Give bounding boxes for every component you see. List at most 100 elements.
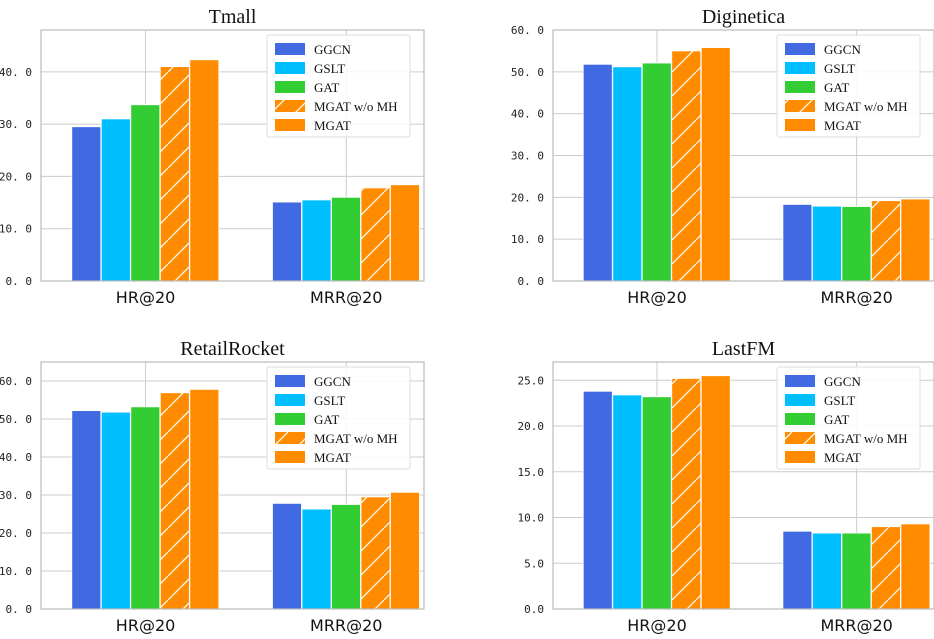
legend-label: MGAT: [314, 450, 351, 465]
y-tick-label: 60. 0: [0, 375, 32, 388]
bar-gat: [130, 104, 161, 282]
chart-title: LastFM: [712, 338, 776, 360]
y-tick-label: 10. 0: [511, 233, 544, 246]
bar-gat: [130, 406, 161, 610]
bar-ggcn: [272, 201, 302, 282]
legend-swatch: [275, 119, 305, 131]
bar-gslt: [301, 199, 332, 282]
legend-label: MGAT: [824, 118, 861, 133]
chart-panel-lastfm: LastFM 0.0 5.0 10.0 15.0 20.0 25.0 HR@20 MRR@20 G…: [518, 338, 934, 635]
y-tick-label: 60. 0: [511, 24, 544, 37]
bar-ggcn: [272, 502, 302, 610]
legend-swatch: [275, 43, 305, 55]
legend-label: GAT: [824, 80, 849, 95]
bar-mgat-w-o-mh: [159, 66, 190, 282]
bar-gat: [331, 196, 361, 282]
x-tick-label: HR@20: [116, 288, 176, 307]
axes-frame: [552, 361, 934, 610]
bar-mgat-w-o-mh: [671, 378, 702, 610]
y-tick-label: 10. 0: [0, 565, 32, 578]
bar-mgat: [189, 388, 220, 610]
legend-label: GSLT: [824, 61, 855, 76]
bar-ggcn: [582, 63, 613, 282]
chart-title: RetailRocket: [180, 338, 285, 360]
x-tick-label: HR@20: [627, 616, 687, 635]
bar-mgat-w-o-mh: [671, 50, 702, 282]
bar-gat: [841, 206, 872, 282]
x-tick-label: MRR@20: [310, 616, 382, 635]
x-tick-label: HR@20: [116, 616, 176, 635]
legend-swatch: [785, 375, 815, 387]
y-tick-label: 5.0: [524, 557, 544, 570]
legend-swatch: [275, 62, 305, 74]
chart-panel-tmall: Tmall 0. 0 10. 0 20. 0 30. 0 40. 0 HR@20 MRR@20…: [0, 6, 425, 307]
legend-swatch: [275, 413, 305, 425]
legend-swatch: [785, 451, 815, 463]
legend-swatch: [785, 432, 815, 444]
y-tick-label: 50. 0: [511, 66, 544, 79]
x-tick-label: HR@20: [627, 288, 687, 307]
y-tick-label: 40. 0: [0, 66, 32, 79]
bar-gslt: [612, 394, 643, 610]
legend-label: MGAT w/o MH: [824, 99, 908, 114]
legend-label: GGCN: [314, 374, 351, 389]
bar-mgat-w-o-mh: [159, 392, 190, 610]
y-tick-label: 20. 0: [511, 191, 544, 204]
bar-mgat: [700, 47, 731, 282]
bar-ggcn: [71, 410, 102, 610]
legend-label: GGCN: [314, 42, 351, 57]
bar-mgat: [700, 375, 731, 610]
y-tick-label: 0. 0: [6, 603, 33, 616]
y-tick-label: 40. 0: [0, 451, 32, 464]
bar-ggcn: [582, 390, 613, 610]
legend-label: GAT: [314, 412, 339, 427]
legend-swatch: [785, 62, 815, 74]
y-tick-label: 30. 0: [0, 118, 32, 131]
legend-label: GAT: [824, 412, 849, 427]
legend: GGCN GSLT GAT MGAT w/o MH MGAT: [776, 366, 921, 470]
legend-swatch: [785, 43, 815, 55]
legend-swatch: [275, 375, 305, 387]
y-tick-label: 20. 0: [0, 170, 32, 183]
bar-ggcn: [782, 530, 813, 610]
chart-title: Tmall: [209, 6, 257, 28]
bar-mgat-w-o-mh: [360, 187, 391, 282]
bar-mgat: [189, 59, 220, 282]
legend-label: GSLT: [314, 61, 345, 76]
bar-gslt: [100, 118, 131, 282]
legend: GGCN GSLT GAT MGAT w/o MH MGAT: [266, 34, 411, 138]
y-tick-label: 50. 0: [0, 413, 32, 426]
bar-mgat-w-o-mh: [871, 200, 901, 282]
legend-label: MGAT w/o MH: [314, 431, 398, 446]
legend-label: MGAT w/o MH: [824, 431, 908, 446]
legend-label: MGAT: [314, 118, 351, 133]
legend-swatch: [785, 100, 815, 112]
y-tick-label: 0. 0: [518, 275, 545, 288]
y-tick-label: 30. 0: [511, 150, 544, 163]
bar-gslt: [812, 532, 842, 610]
bar-gslt: [100, 411, 131, 610]
y-tick-label: 25.0: [518, 374, 545, 387]
bar-gat: [331, 504, 361, 610]
y-tick-label: 30. 0: [0, 489, 32, 502]
bar-mgat-w-o-mh: [360, 496, 391, 610]
legend-label: MGAT: [824, 450, 861, 465]
bar-mgat: [390, 491, 420, 610]
bar-gslt: [612, 66, 643, 282]
legend-swatch: [275, 451, 305, 463]
axes-frame: [40, 361, 425, 610]
axes-frame: [552, 29, 934, 282]
bar-gat: [841, 532, 872, 610]
bar-gat: [641, 396, 672, 610]
bar-mgat: [900, 198, 931, 282]
bar-gslt: [812, 205, 842, 282]
y-tick-label: 40. 0: [511, 108, 544, 121]
x-tick-label: MRR@20: [820, 616, 892, 635]
legend-swatch: [785, 413, 815, 425]
legend-label: GSLT: [824, 393, 855, 408]
bar-mgat-w-o-mh: [871, 526, 901, 610]
y-tick-label: 20.0: [518, 420, 545, 433]
legend: GGCN GSLT GAT MGAT w/o MH MGAT: [266, 366, 411, 470]
bar-mgat: [390, 184, 420, 282]
